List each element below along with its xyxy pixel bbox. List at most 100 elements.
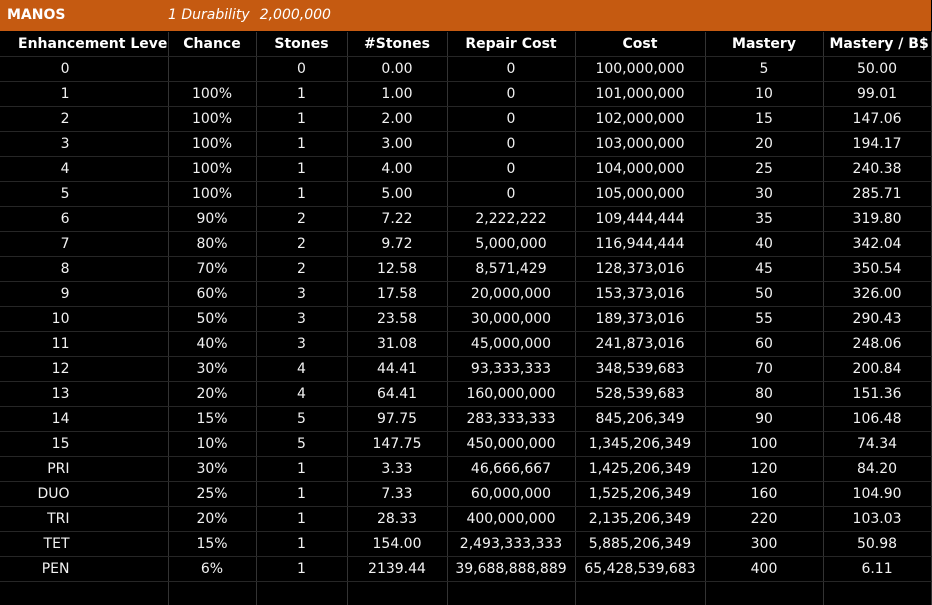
- mastery-cell[interactable]: 10: [705, 81, 824, 107]
- mastery-cell[interactable]: 80: [705, 381, 824, 407]
- chance-cell[interactable]: 100%: [168, 181, 257, 207]
- stones-cell[interactable]: 5: [256, 431, 348, 457]
- cost-cell[interactable]: 1,525,206,349: [575, 481, 706, 507]
- cost-cell[interactable]: 241,873,016: [575, 331, 706, 357]
- num-stones-cell[interactable]: 9.72: [347, 231, 448, 257]
- mastery-per-bil-cell[interactable]: 285.71: [823, 181, 932, 207]
- chance-cell[interactable]: 25%: [168, 481, 257, 507]
- mastery-per-bil-cell[interactable]: 240.38: [823, 156, 932, 182]
- stones-cell[interactable]: 1: [256, 531, 348, 557]
- empty-cell[interactable]: [168, 581, 257, 605]
- chance-cell[interactable]: 10%: [168, 431, 257, 457]
- stones-cell[interactable]: 1: [256, 456, 348, 482]
- mastery-cell[interactable]: 35: [705, 206, 824, 232]
- repair-cost-cell[interactable]: 400,000,000: [447, 506, 576, 532]
- chance-cell[interactable]: 50%: [168, 306, 257, 332]
- chance-cell[interactable]: 20%: [168, 506, 257, 532]
- chance-cell[interactable]: 80%: [168, 231, 257, 257]
- durability-cell[interactable]: 1 Durability 2,000,000: [168, 0, 932, 32]
- mastery-per-bil-cell[interactable]: 151.36: [823, 381, 932, 407]
- mastery-cell[interactable]: 60: [705, 331, 824, 357]
- repair-cost-cell[interactable]: 30,000,000: [447, 306, 576, 332]
- cost-cell[interactable]: 101,000,000: [575, 81, 706, 107]
- mastery-per-bil-cell[interactable]: 6.11: [823, 556, 932, 582]
- cost-cell[interactable]: 128,373,016: [575, 256, 706, 282]
- num-stones-cell[interactable]: 97.75: [347, 406, 448, 432]
- num-stones-cell[interactable]: 4.00: [347, 156, 448, 182]
- repair-cost-cell[interactable]: 160,000,000: [447, 381, 576, 407]
- num-stones-cell[interactable]: 2139.44: [347, 556, 448, 582]
- level-cell[interactable]: DUO: [0, 481, 169, 507]
- mastery-cell[interactable]: 90: [705, 406, 824, 432]
- chance-cell[interactable]: 40%: [168, 331, 257, 357]
- level-cell[interactable]: 14: [0, 406, 169, 432]
- num-stones-cell[interactable]: 3.00: [347, 131, 448, 157]
- level-cell[interactable]: 8: [0, 256, 169, 282]
- chance-cell[interactable]: 90%: [168, 206, 257, 232]
- stones-cell[interactable]: 3: [256, 306, 348, 332]
- level-cell[interactable]: 5: [0, 181, 169, 207]
- empty-cell[interactable]: [0, 581, 169, 605]
- mastery-per-bil-cell[interactable]: 99.01: [823, 81, 932, 107]
- chance-cell[interactable]: 20%: [168, 381, 257, 407]
- header-stones[interactable]: Stones: [256, 31, 348, 57]
- level-cell[interactable]: 1: [0, 81, 169, 107]
- level-cell[interactable]: 0: [0, 56, 169, 82]
- stones-cell[interactable]: 1: [256, 181, 348, 207]
- mastery-cell[interactable]: 15: [705, 106, 824, 132]
- stones-cell[interactable]: 2: [256, 206, 348, 232]
- mastery-cell[interactable]: 40: [705, 231, 824, 257]
- mastery-cell[interactable]: 20: [705, 131, 824, 157]
- mastery-cell[interactable]: 25: [705, 156, 824, 182]
- level-cell[interactable]: 3: [0, 131, 169, 157]
- mastery-per-bil-cell[interactable]: 50.98: [823, 531, 932, 557]
- num-stones-cell[interactable]: 5.00: [347, 181, 448, 207]
- repair-cost-cell[interactable]: 2,222,222: [447, 206, 576, 232]
- num-stones-cell[interactable]: 1.00: [347, 81, 448, 107]
- chance-cell[interactable]: 100%: [168, 156, 257, 182]
- cost-cell[interactable]: 5,885,206,349: [575, 531, 706, 557]
- stones-cell[interactable]: 5: [256, 406, 348, 432]
- num-stones-cell[interactable]: 44.41: [347, 356, 448, 382]
- cost-cell[interactable]: 100,000,000: [575, 56, 706, 82]
- repair-cost-cell[interactable]: 0: [447, 131, 576, 157]
- level-cell[interactable]: PRI: [0, 456, 169, 482]
- repair-cost-cell[interactable]: 39,688,888,889: [447, 556, 576, 582]
- empty-cell[interactable]: [447, 581, 576, 605]
- cost-cell[interactable]: 102,000,000: [575, 106, 706, 132]
- stones-cell[interactable]: 1: [256, 106, 348, 132]
- cost-cell[interactable]: 1,345,206,349: [575, 431, 706, 457]
- stones-cell[interactable]: 1: [256, 506, 348, 532]
- mastery-cell[interactable]: 5: [705, 56, 824, 82]
- level-cell[interactable]: 13: [0, 381, 169, 407]
- level-cell[interactable]: PEN: [0, 556, 169, 582]
- mastery-per-bil-cell[interactable]: 248.06: [823, 331, 932, 357]
- num-stones-cell[interactable]: 31.08: [347, 331, 448, 357]
- repair-cost-cell[interactable]: 93,333,333: [447, 356, 576, 382]
- chance-cell[interactable]: 100%: [168, 81, 257, 107]
- chance-cell[interactable]: 15%: [168, 406, 257, 432]
- cost-cell[interactable]: 153,373,016: [575, 281, 706, 307]
- header-repair-cost[interactable]: Repair Cost: [447, 31, 576, 57]
- header-mastery-per-bil[interactable]: Mastery / B$: [823, 31, 932, 57]
- mastery-per-bil-cell[interactable]: 84.20: [823, 456, 932, 482]
- num-stones-cell[interactable]: 7.22: [347, 206, 448, 232]
- mastery-cell[interactable]: 400: [705, 556, 824, 582]
- cost-cell[interactable]: 348,539,683: [575, 356, 706, 382]
- repair-cost-cell[interactable]: 0: [447, 81, 576, 107]
- level-cell[interactable]: 10: [0, 306, 169, 332]
- chance-cell[interactable]: 100%: [168, 131, 257, 157]
- level-cell[interactable]: 2: [0, 106, 169, 132]
- mastery-per-bil-cell[interactable]: 104.90: [823, 481, 932, 507]
- chance-cell[interactable]: 6%: [168, 556, 257, 582]
- mastery-cell[interactable]: 300: [705, 531, 824, 557]
- mastery-per-bil-cell[interactable]: 106.48: [823, 406, 932, 432]
- repair-cost-cell[interactable]: 45,000,000: [447, 331, 576, 357]
- mastery-cell[interactable]: 220: [705, 506, 824, 532]
- stones-cell[interactable]: 2: [256, 231, 348, 257]
- mastery-per-bil-cell[interactable]: 200.84: [823, 356, 932, 382]
- chance-cell[interactable]: 60%: [168, 281, 257, 307]
- mastery-cell[interactable]: 160: [705, 481, 824, 507]
- num-stones-cell[interactable]: 17.58: [347, 281, 448, 307]
- mastery-cell[interactable]: 55: [705, 306, 824, 332]
